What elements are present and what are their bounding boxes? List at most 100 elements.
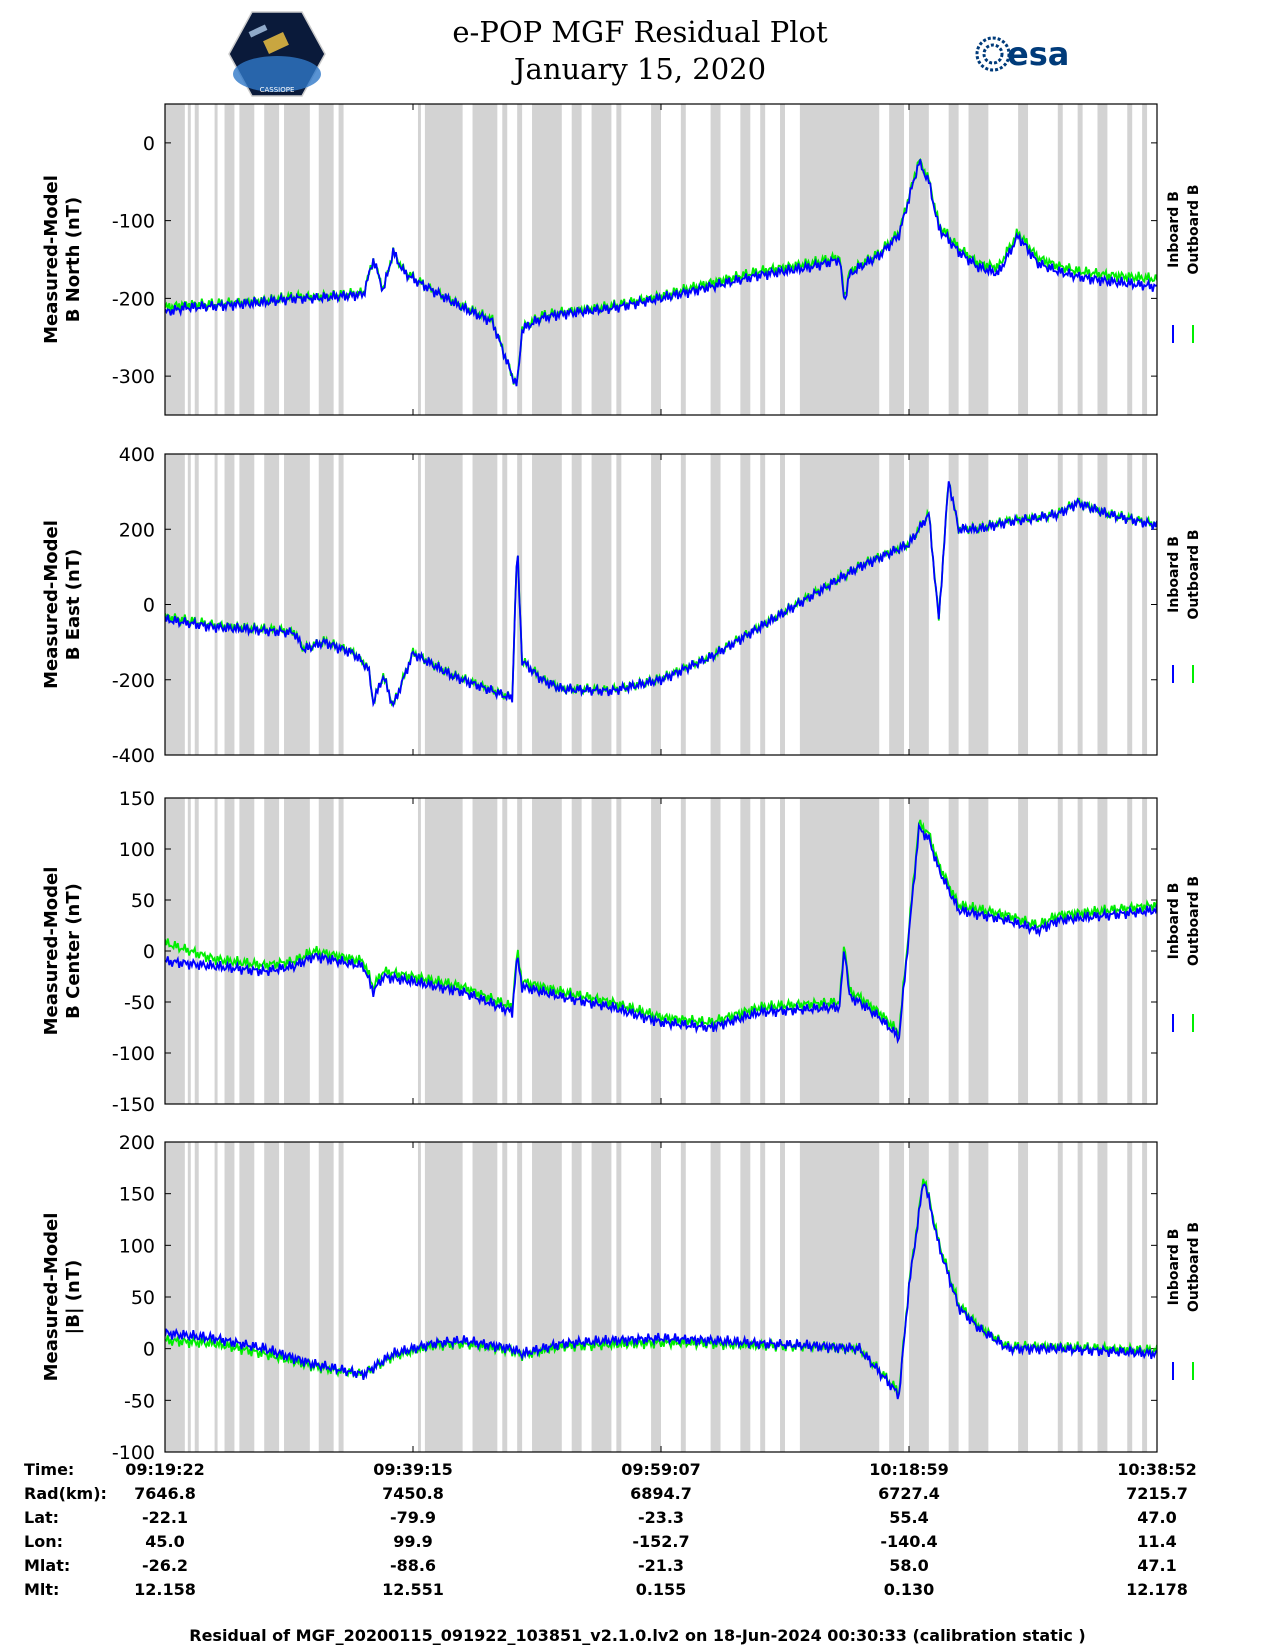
data-gap-shade bbox=[1142, 1142, 1148, 1452]
y-axis-label-line: Measured-Model bbox=[41, 520, 62, 689]
info-value: 10:18:59 bbox=[869, 1460, 949, 1479]
legend-entry-1: Inboard B bbox=[1166, 536, 1182, 613]
data-gap-shade bbox=[187, 1142, 191, 1452]
y-tick-label: 0 bbox=[143, 595, 155, 617]
y-axis-label-line: Measured-Model bbox=[41, 1213, 62, 1382]
data-gap-shade bbox=[909, 104, 929, 415]
data-gap-shade bbox=[948, 454, 959, 755]
data-gap-shade bbox=[571, 454, 582, 755]
plot-frame bbox=[164, 797, 1158, 1105]
series-line-inboard-b bbox=[165, 1183, 1157, 1400]
info-value: 09:39:15 bbox=[373, 1460, 453, 1479]
data-gap-shade bbox=[165, 1142, 185, 1452]
data-gap-shade bbox=[1018, 454, 1029, 755]
data-gap-shade bbox=[760, 1142, 766, 1452]
data-gap-shade bbox=[889, 454, 905, 755]
data-gap-shade bbox=[1097, 454, 1108, 755]
data-gap-shade bbox=[616, 454, 622, 755]
page-title: e-POP MGF Residual Plot January 15, 2020 bbox=[380, 14, 900, 88]
data-gap-shade bbox=[1057, 454, 1063, 755]
info-value: 55.4 bbox=[889, 1508, 929, 1527]
y-tick-label: 0 bbox=[143, 1339, 155, 1361]
info-row-label: Lat: bbox=[24, 1508, 60, 1527]
data-gap-shade bbox=[338, 454, 344, 755]
data-gap-shade bbox=[502, 1142, 508, 1452]
data-gap-shade bbox=[651, 454, 661, 755]
data-gap-shade bbox=[417, 454, 421, 755]
info-value: 12.158 bbox=[134, 1580, 196, 1599]
data-gap-shade bbox=[948, 798, 959, 1104]
y-tick-label: 0 bbox=[143, 133, 155, 155]
data-gap-shade bbox=[571, 798, 582, 1104]
info-value: 0.130 bbox=[883, 1580, 935, 1599]
y-tick-label: -100 bbox=[112, 1043, 155, 1065]
data-gap-shade bbox=[284, 104, 310, 415]
data-gap-shade bbox=[1057, 1142, 1063, 1452]
plot-frame bbox=[164, 1141, 1158, 1453]
data-gap-shade bbox=[651, 1142, 661, 1452]
data-gap-shade bbox=[532, 104, 562, 415]
data-gap-shade bbox=[472, 1142, 498, 1452]
title-line-1: e-POP MGF Residual Plot bbox=[452, 15, 828, 49]
data-gap-shade bbox=[780, 798, 785, 1104]
y-axis-label-line: B North (nT) bbox=[63, 197, 84, 323]
data-gap-shade bbox=[680, 1142, 686, 1452]
y-tick-label: 200 bbox=[119, 519, 155, 541]
data-gap-shade bbox=[224, 1142, 235, 1452]
data-gap-shade bbox=[968, 1142, 989, 1452]
data-gap-shade bbox=[224, 104, 235, 415]
cassiope-logo: CASSIOPE bbox=[228, 11, 326, 97]
data-gap-shade bbox=[1077, 104, 1083, 415]
info-value: 99.9 bbox=[393, 1532, 433, 1551]
data-gap-shade bbox=[651, 104, 661, 415]
data-gap-shade bbox=[1127, 798, 1133, 1104]
data-gap-shade bbox=[909, 798, 929, 1104]
data-gap-shade bbox=[710, 1142, 721, 1452]
data-gap-shade bbox=[760, 798, 766, 1104]
data-gap-shade bbox=[948, 1142, 959, 1452]
data-gap-shade bbox=[1057, 104, 1063, 415]
data-gap-shade bbox=[338, 1142, 344, 1452]
data-gap-shade bbox=[194, 1142, 199, 1452]
chart-panel-2: 400 200 0 -200 -400 Measured-ModelB East (nT)… bbox=[41, 444, 1202, 767]
data-gap-shade bbox=[224, 798, 235, 1104]
data-gap-shade bbox=[239, 454, 255, 755]
series-line-inboard-b bbox=[165, 822, 1157, 1045]
data-gap-shade bbox=[591, 104, 612, 415]
data-gap-shade bbox=[740, 798, 751, 1104]
y-tick-label: -400 bbox=[112, 745, 155, 767]
y-axis-label: Measured-ModelB Center (nT) bbox=[41, 867, 84, 1036]
y-axis-label: Measured-ModelB North (nT) bbox=[41, 175, 84, 344]
data-gap-shade bbox=[968, 454, 989, 755]
data-gap-shade bbox=[424, 104, 463, 415]
data-gap-shade bbox=[571, 104, 582, 415]
y-tick-label: 400 bbox=[119, 444, 155, 466]
y-tick-label: 0 bbox=[143, 941, 155, 963]
data-gap-shade bbox=[224, 454, 235, 755]
data-gap-shade bbox=[909, 454, 929, 755]
y-tick-label: -150 bbox=[112, 1094, 155, 1116]
data-gap-shade bbox=[591, 454, 612, 755]
data-gap-shade bbox=[502, 104, 508, 415]
data-gap-shade bbox=[239, 798, 255, 1104]
data-gap-shade bbox=[909, 1142, 929, 1452]
plot-frame bbox=[164, 103, 1158, 416]
info-value: -79.9 bbox=[389, 1508, 437, 1527]
data-gap-shade bbox=[264, 104, 280, 415]
data-gap-shade bbox=[502, 798, 508, 1104]
data-gap-shade bbox=[187, 454, 191, 755]
data-gap-shade bbox=[710, 104, 721, 415]
data-gap-shade bbox=[680, 798, 686, 1104]
data-gap-shade bbox=[214, 104, 218, 415]
data-gap-shade bbox=[284, 1142, 310, 1452]
data-gap-shade bbox=[1142, 798, 1148, 1104]
y-tick-label: -200 bbox=[112, 288, 155, 310]
data-gap-shade bbox=[472, 798, 498, 1104]
info-value: 7646.8 bbox=[134, 1484, 196, 1503]
data-gap-shade bbox=[616, 104, 622, 415]
info-value: 12.178 bbox=[1126, 1580, 1188, 1599]
data-gap-shade bbox=[194, 454, 199, 755]
cassiope-logo-text: CASSIOPE bbox=[260, 86, 295, 94]
info-value: 09:59:07 bbox=[621, 1460, 701, 1479]
